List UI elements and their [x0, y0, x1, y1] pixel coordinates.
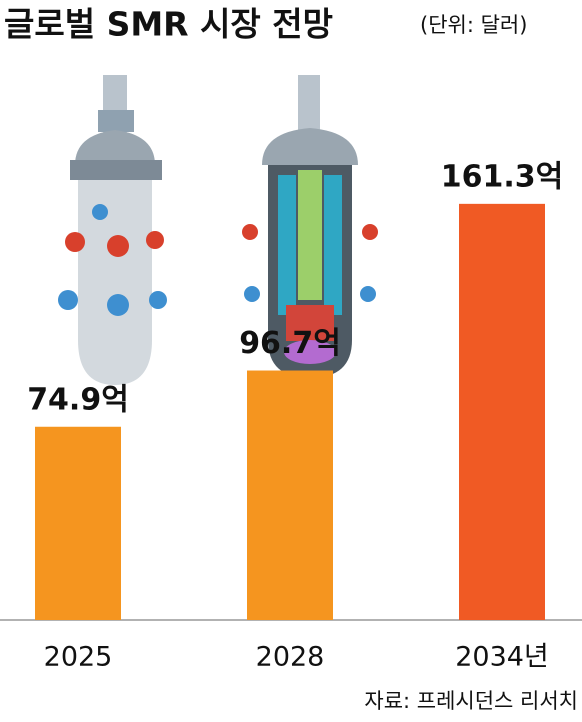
reactor-illustration	[58, 75, 167, 385]
x-tick-label: 2034년	[455, 642, 549, 673]
source-note: 자료: 프레시던스 리서치	[364, 689, 578, 713]
bar	[247, 370, 333, 620]
x-tick-label: 2025	[44, 642, 113, 673]
chart-title: 글로벌 SMR 시장 전망	[4, 5, 333, 44]
x-tick-label: 2028	[256, 642, 325, 673]
value-label: 96.7억	[239, 326, 341, 361]
bar	[35, 426, 121, 620]
value-label: 74.9억	[27, 382, 129, 417]
value-label: 161.3억	[441, 159, 564, 194]
chart-subtitle: (단위: 달러)	[420, 13, 527, 37]
bar	[459, 203, 545, 620]
reactor-illustration	[242, 75, 378, 378]
